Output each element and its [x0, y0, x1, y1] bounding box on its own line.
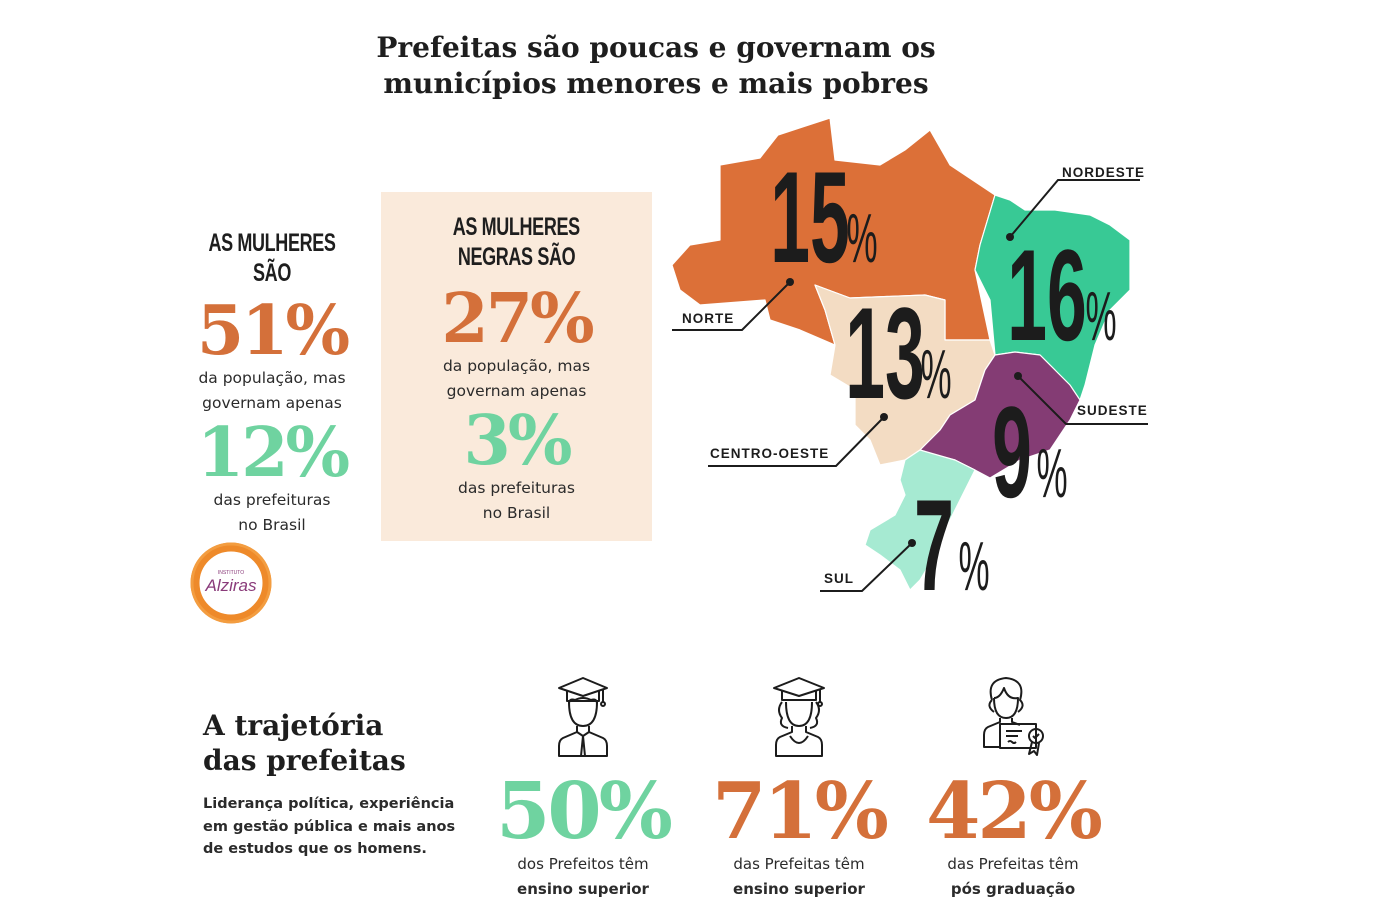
sul-unit: % — [958, 527, 989, 605]
stat-line: dos Prefeitos têm — [517, 855, 649, 873]
caption: da população, mas — [442, 357, 591, 375]
women-stats: AS MULHERES SÃO 51% da população, mas go… — [172, 228, 372, 538]
stat-line: ensino superior — [517, 880, 649, 898]
title-line: A trajetória — [203, 709, 384, 742]
svg-text:Alziras: Alziras — [204, 576, 257, 595]
male-graduate-icon — [558, 677, 608, 757]
desc-line: Liderança política, experiência — [203, 796, 455, 812]
women-population-pct: 51% — [196, 291, 350, 371]
black-women-mayors-pct: 3% — [463, 401, 573, 481]
label-nordeste: NORDESTE — [1062, 165, 1145, 180]
stat-line: das Prefeitas têm — [947, 855, 1079, 873]
heading: NEGRAS SÃO — [457, 243, 576, 271]
centro-oeste-unit: % — [920, 335, 951, 413]
caption: governam apenas — [202, 394, 342, 412]
label-centro-oeste: CENTRO-OESTE — [710, 446, 829, 461]
trajectory-description: Liderança política, experiência em gestã… — [203, 793, 463, 861]
norte-value: 15 — [770, 146, 850, 291]
female-graduate-icon — [773, 677, 825, 757]
sudeste-unit: % — [1036, 434, 1067, 512]
trajectory-title: A trajetória das prefeitas — [203, 708, 406, 778]
label-norte: NORTE — [682, 311, 734, 326]
region-nordeste — [974, 194, 1131, 401]
stat-female-postgraduate: 42% das Prefeitas têm pós graduação — [903, 772, 1123, 902]
caption: da população, mas — [198, 369, 346, 387]
woman-certificate-icon — [983, 677, 1044, 756]
nordeste-value: 16 — [1007, 224, 1087, 369]
title-line: Prefeitas são poucas e governam os — [376, 31, 936, 64]
women-mayors-pct: 12% — [196, 413, 350, 493]
stat-male-higher-education: 50% dos Prefeitos têm ensino superior — [473, 772, 693, 902]
stat-female-higher-education: 71% das Prefeitas têm ensino superior — [689, 772, 909, 902]
stat-value: 50% — [496, 766, 673, 857]
stat-value: 42% — [926, 766, 1103, 857]
caption: no Brasil — [482, 504, 551, 522]
region-sudeste — [919, 351, 1081, 479]
caption: das prefeituras — [458, 479, 575, 497]
label-sudeste: SUDESTE — [1077, 403, 1148, 418]
centro-oeste-value: 13 — [845, 282, 925, 427]
black-women-stats: AS MULHERES NEGRAS SÃO 27% da população,… — [381, 192, 652, 541]
caption: governam apenas — [446, 382, 587, 400]
caption: das prefeituras — [213, 491, 331, 509]
stat-value: 71% — [712, 766, 889, 857]
desc-line: de estudos que os homens. — [203, 841, 427, 857]
stat-line: pós graduação — [950, 880, 1076, 898]
page-title: Prefeitas são poucas e governam os munic… — [300, 30, 1012, 102]
svg-text:INSTITUTO: INSTITUTO — [218, 570, 244, 576]
black-women-population-pct: 27% — [441, 279, 594, 359]
stat-line: das Prefeitas têm — [733, 855, 865, 873]
norte-unit: % — [846, 199, 877, 277]
stat-line: ensino superior — [733, 880, 865, 898]
sul-value: 7 — [914, 474, 954, 619]
heading: AS MULHERES — [452, 213, 581, 241]
instituto-alziras-logo: INSTITUTO Alziras — [188, 540, 274, 626]
sudeste-value: 9 — [992, 381, 1032, 526]
region-sul — [864, 449, 976, 591]
women-heading: AS MULHERES SÃO — [208, 229, 336, 287]
label-sul: SUL — [824, 571, 854, 586]
desc-line: em gestão pública e mais anos — [203, 818, 456, 835]
title-line: das prefeitas — [203, 744, 406, 777]
caption: no Brasil — [238, 516, 306, 534]
title-line: municípios menores e mais pobres — [383, 67, 929, 100]
nordeste-unit: % — [1085, 277, 1116, 355]
